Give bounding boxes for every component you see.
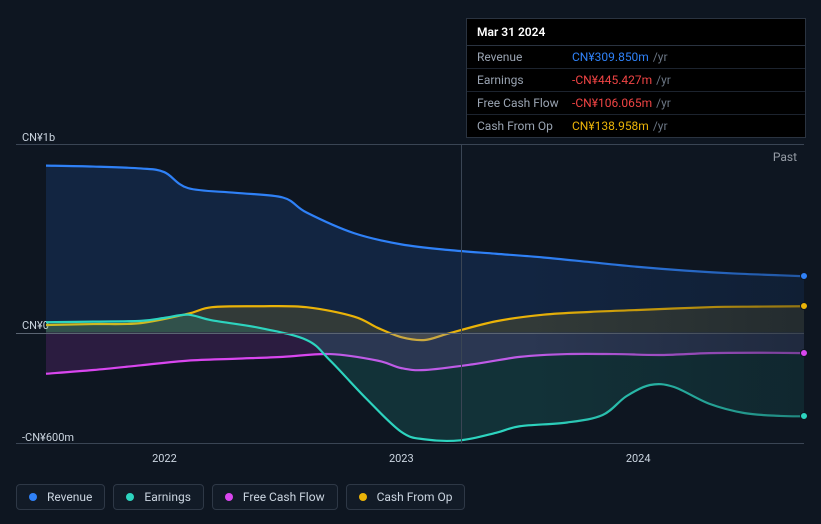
- legend-swatch: [126, 493, 134, 501]
- tooltip-value: CN¥309.850m: [572, 50, 653, 64]
- hover-marker-line: [461, 145, 462, 443]
- legend-label: Cash From Op: [377, 490, 453, 504]
- tooltip-label: Earnings: [477, 73, 572, 87]
- legend-item-revenue[interactable]: Revenue: [16, 484, 105, 510]
- tooltip-row-fcf: Free Cash Flow -CN¥106.065m /yr: [467, 92, 805, 115]
- tooltip-row-cfo: Cash From Op CN¥138.958m /yr: [467, 115, 805, 137]
- chart-container: Mar 31 2024 Revenue CN¥309.850m /yr Earn…: [0, 0, 821, 524]
- tooltip-suffix: /yr: [653, 50, 668, 64]
- series-end-dot: [800, 412, 808, 420]
- tooltip-date: Mar 31 2024: [467, 19, 805, 46]
- tooltip-suffix: /yr: [656, 96, 671, 110]
- chart-legend: Revenue Earnings Free Cash Flow Cash Fro…: [16, 484, 465, 510]
- tooltip-label: Cash From Op: [477, 119, 572, 133]
- tooltip-suffix: /yr: [656, 73, 671, 87]
- legend-label: Earnings: [144, 490, 191, 504]
- legend-swatch: [359, 493, 367, 501]
- series-end-dot: [800, 272, 808, 280]
- tooltip-row-revenue: Revenue CN¥309.850m /yr: [467, 46, 805, 69]
- x-tick-label: 2022: [152, 452, 177, 465]
- tooltip-label: Free Cash Flow: [477, 96, 572, 110]
- legend-label: Free Cash Flow: [243, 490, 325, 504]
- legend-swatch: [29, 493, 37, 501]
- legend-item-cfo[interactable]: Cash From Op: [346, 484, 466, 510]
- tooltip-row-earnings: Earnings -CN¥445.427m /yr: [467, 69, 805, 92]
- x-tick-label: 2023: [389, 452, 414, 465]
- tooltip-value: -CN¥106.065m: [572, 96, 656, 110]
- tooltip-value: CN¥138.958m: [572, 119, 653, 133]
- tooltip-suffix: /yr: [653, 119, 668, 133]
- tooltip-value: -CN¥445.427m: [572, 73, 656, 87]
- chart-tooltip: Mar 31 2024 Revenue CN¥309.850m /yr Earn…: [466, 18, 806, 138]
- legend-item-fcf[interactable]: Free Cash Flow: [212, 484, 338, 510]
- legend-label: Revenue: [47, 490, 92, 504]
- zero-gridline: [16, 333, 804, 334]
- chart-plot-area[interactable]: [16, 144, 804, 444]
- series-end-dot: [800, 302, 808, 310]
- legend-item-earnings[interactable]: Earnings: [113, 484, 204, 510]
- legend-swatch: [225, 493, 233, 501]
- chart-svg: [16, 145, 804, 445]
- series-end-dot: [800, 349, 808, 357]
- tooltip-label: Revenue: [477, 50, 572, 64]
- x-tick-label: 2024: [626, 452, 651, 465]
- y-tick-label: CN¥1b: [22, 131, 55, 144]
